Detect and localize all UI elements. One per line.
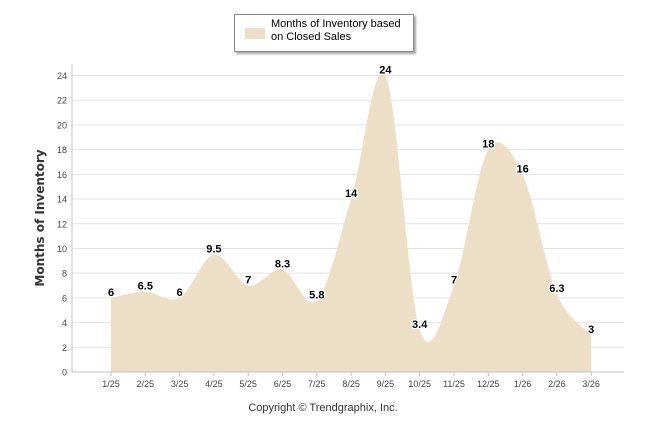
x-tick-label: 3/26: [582, 379, 600, 389]
legend-label: Months of Inventory based on Closed Sale…: [271, 18, 401, 43]
area-series-fill: [111, 72, 592, 373]
legend-swatch: [245, 28, 265, 39]
data-label: 6: [177, 287, 183, 299]
y-tick-label: 16: [57, 170, 67, 180]
x-tick-label: 6/25: [274, 379, 292, 389]
y-tick-label: 14: [57, 195, 67, 205]
data-label: 6: [108, 287, 114, 299]
x-tick-label: 3/25: [171, 379, 189, 389]
x-tick-label: 11/25: [443, 379, 465, 389]
copyright-text: Copyright © Trendgraphix, Inc.: [248, 402, 398, 414]
data-label: 9.5: [206, 244, 221, 256]
x-tick-label: 2/25: [137, 379, 155, 389]
x-tick-label: 2/26: [548, 379, 566, 389]
data-label: 3.4: [412, 319, 428, 331]
data-label: 24: [379, 65, 392, 77]
y-tick-label: 6: [62, 293, 67, 303]
x-tick-label: 7/25: [308, 379, 326, 389]
y-tick-label: 8: [62, 269, 67, 279]
x-tick-label: 8/25: [342, 379, 360, 389]
y-tick-label: 20: [57, 120, 67, 130]
y-tick-label: 0: [62, 368, 67, 378]
data-label: 6.3: [549, 283, 564, 295]
data-label: 7: [451, 275, 457, 287]
data-label: 16: [516, 163, 528, 175]
x-tick-label: 1/26: [514, 379, 532, 389]
x-tick-label: 9/25: [377, 379, 395, 389]
y-tick-label: 22: [57, 96, 67, 106]
data-label: 3: [588, 324, 594, 336]
y-tick-label: 24: [57, 71, 67, 81]
data-label: 5.8: [309, 289, 324, 301]
data-label: 8.3: [275, 258, 290, 270]
x-tick-label: 5/25: [239, 379, 257, 389]
x-tick-labels: 1/25 2/25 3/25 4/25 5/25 6/25 7/25 8/25 9/25 10/2…: [102, 379, 600, 389]
y-axis-title: Months of Inventory: [33, 149, 47, 287]
y-tick-label: 12: [57, 219, 67, 229]
data-label: 6.5: [138, 281, 153, 293]
data-label: 14: [345, 188, 358, 200]
axes: [71, 64, 624, 376]
data-label: 7: [245, 275, 251, 287]
legend[interactable]: Months of Inventory based on Closed Sale…: [234, 14, 414, 52]
y-tick-label: 18: [57, 145, 67, 155]
y-tick-label: 10: [57, 244, 67, 254]
area-series: [111, 72, 592, 373]
y-tick-label: 2: [62, 343, 67, 353]
x-tick-label: 4/25: [205, 379, 223, 389]
x-tick-label: 12/25: [477, 379, 500, 389]
data-labels: 6 6.5 6 9.5 7 8.3 5.8 14 24 3.4 7 18 16 6.3 3: [107, 63, 596, 337]
x-tick-label: 1/25: [102, 379, 120, 389]
y-tick-label: 4: [62, 318, 67, 328]
data-label: 18: [482, 139, 494, 151]
x-tick-label: 10/25: [408, 379, 431, 389]
